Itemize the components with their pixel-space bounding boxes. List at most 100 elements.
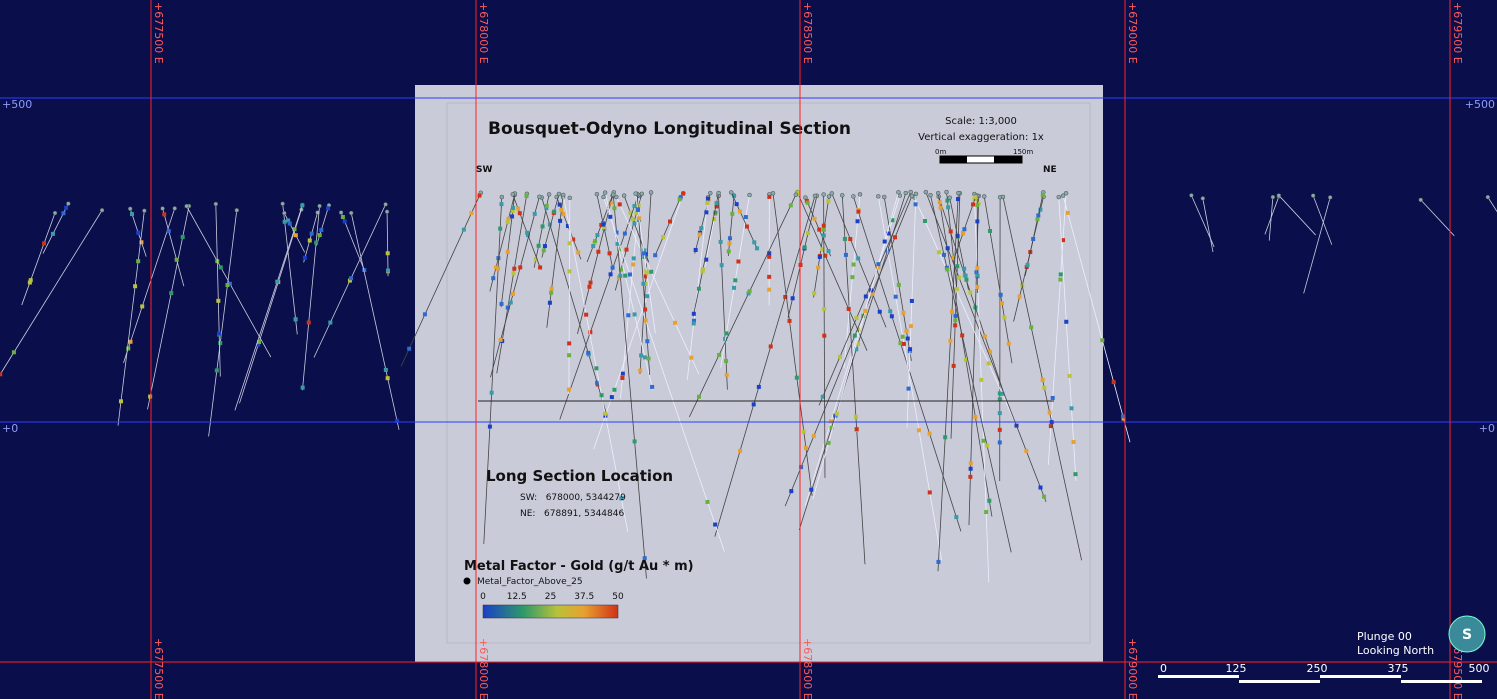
assay — [174, 257, 179, 262]
assay — [817, 254, 822, 259]
drill-trace — [772, 193, 813, 496]
assay — [732, 285, 737, 290]
assay — [169, 291, 174, 296]
assay — [945, 246, 950, 251]
assay — [945, 267, 950, 272]
assay — [734, 202, 739, 207]
collar — [896, 190, 901, 195]
assay — [626, 313, 631, 318]
assay — [118, 399, 123, 404]
assay — [533, 257, 538, 262]
assay — [627, 272, 632, 277]
assay — [619, 267, 624, 272]
assay — [128, 339, 133, 344]
assay — [971, 202, 976, 207]
collar — [537, 194, 542, 199]
collar — [882, 194, 887, 200]
assay — [306, 320, 311, 325]
collar — [793, 192, 799, 197]
assay — [851, 262, 856, 267]
assay — [948, 229, 953, 234]
collar — [1276, 193, 1282, 198]
assay — [691, 311, 696, 316]
assay — [547, 222, 552, 227]
assay — [667, 219, 672, 224]
assay — [609, 395, 614, 400]
assay — [837, 354, 842, 359]
assay — [587, 284, 592, 289]
assay — [565, 223, 570, 228]
assay — [946, 205, 951, 210]
assay — [997, 440, 1002, 445]
assay — [1073, 472, 1078, 477]
assay — [275, 279, 280, 284]
assay — [596, 249, 601, 254]
assay — [139, 240, 144, 245]
collar — [1310, 193, 1316, 198]
assay — [628, 210, 633, 215]
scale-segment — [1320, 675, 1401, 678]
assay — [307, 238, 312, 243]
collar — [338, 210, 344, 215]
assay — [856, 341, 861, 346]
drill-trace — [496, 193, 528, 374]
assay — [787, 318, 792, 323]
assay — [997, 427, 1002, 432]
collar — [908, 189, 913, 195]
compass-button[interactable] — [1448, 615, 1486, 653]
collar — [383, 202, 388, 207]
assay — [511, 205, 516, 210]
assay — [505, 219, 510, 224]
assay — [850, 275, 855, 280]
assay — [964, 277, 969, 282]
drill-trace — [784, 195, 913, 507]
drill-trace — [282, 203, 298, 335]
assay — [631, 262, 636, 267]
assay — [738, 448, 743, 453]
assay — [42, 241, 47, 246]
drill-trace — [147, 205, 190, 410]
assay — [949, 309, 954, 314]
assay — [599, 393, 604, 398]
assay — [642, 355, 647, 360]
assay — [619, 496, 624, 501]
assay — [927, 431, 932, 436]
assay — [954, 515, 959, 520]
drill-trace — [303, 212, 318, 263]
assay — [612, 206, 617, 211]
collar — [1200, 196, 1205, 201]
collar — [1060, 193, 1066, 198]
assay — [588, 330, 593, 335]
assay — [385, 268, 390, 273]
assay — [948, 338, 953, 343]
assay — [347, 278, 352, 283]
assay — [696, 286, 701, 291]
easting-label: +679000 E — [1126, 2, 1139, 64]
assay — [973, 414, 978, 419]
assay — [975, 266, 980, 271]
assay — [953, 318, 958, 323]
assay — [882, 239, 887, 244]
assay — [1121, 416, 1126, 421]
assay — [510, 214, 515, 219]
collar — [384, 209, 390, 214]
assay — [593, 239, 598, 244]
colorbar-label: 50 — [612, 592, 624, 602]
assay — [643, 318, 648, 323]
assay — [854, 347, 859, 352]
assay — [817, 227, 822, 232]
sw-label: SW — [476, 165, 492, 175]
assay — [901, 341, 906, 346]
assay — [981, 438, 986, 443]
drill-trace — [593, 193, 684, 450]
assay — [491, 276, 496, 281]
assay — [673, 320, 678, 325]
assay — [968, 290, 973, 295]
drill-trace — [1202, 198, 1214, 253]
outer-drill-holes — [0, 193, 1497, 437]
assay — [610, 265, 615, 270]
assay — [584, 312, 589, 317]
easting-label: +679500 E — [1451, 638, 1464, 699]
assay — [963, 273, 968, 278]
assay — [552, 209, 557, 214]
